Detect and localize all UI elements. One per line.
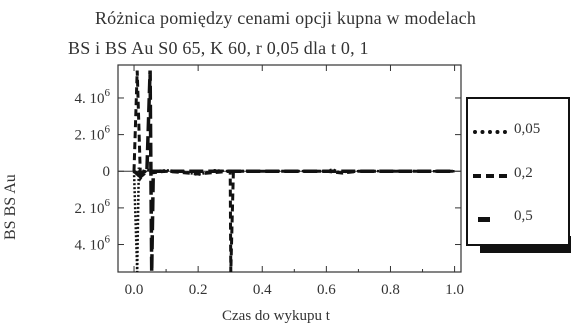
y-tick-label: 2. 106 <box>75 124 111 144</box>
plot-frame <box>117 64 462 273</box>
y-tick-label: 4. 106 <box>75 87 111 107</box>
legend: 0,05 0,2 0,5 <box>466 97 570 246</box>
long-dash-line-swatch <box>478 217 490 222</box>
chart-title: Różnica pomiędzy cenami opcji kupna w mo… <box>94 8 477 28</box>
x-tick-label: 1.0 <box>445 282 464 298</box>
x-tick-label: 0.8 <box>381 282 400 298</box>
legend-item-0-2: 0,2 <box>468 165 568 185</box>
y-axis-label-wrap: BS BS Au <box>2 100 22 240</box>
y-tick-label: 0 <box>103 164 111 180</box>
y-tick-label: 4. 106 <box>75 234 111 254</box>
legend-label: 0,2 <box>514 165 533 181</box>
x-tick-label: 0.4 <box>253 282 272 298</box>
series-line-long-dash <box>132 70 455 273</box>
legend-label: 0,05 <box>514 121 541 137</box>
legend-label: 0,5 <box>514 208 533 224</box>
legend-item-0-5: 0,5 <box>468 208 568 228</box>
dotted-line-swatch <box>473 130 507 134</box>
legend-item-0-05: 0,05 <box>468 121 568 141</box>
dashed-line-swatch <box>473 174 507 178</box>
chart-subtitle: BS i BS Au S0 65, K 60, r 0,05 dla t 0, … <box>68 38 369 58</box>
x-tick-label: 0.0 <box>125 282 144 298</box>
y-tick-label: 2. 106 <box>75 197 111 217</box>
x-axis-label: Czas do wykupu t <box>222 308 330 324</box>
x-tick-label: 0.2 <box>189 282 208 298</box>
x-tick-label: 0.6 <box>317 282 336 298</box>
series-line-dotted <box>132 167 455 273</box>
y-axis-label: BS BS Au <box>2 174 19 240</box>
